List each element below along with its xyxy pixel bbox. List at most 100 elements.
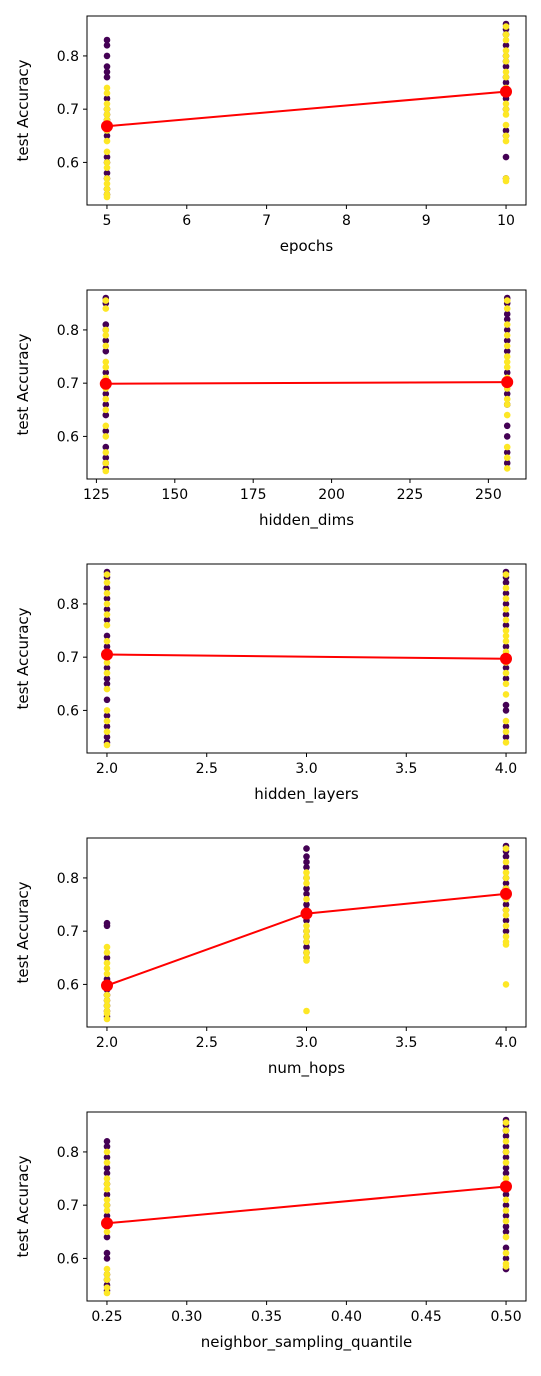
scatter-point	[502, 1132, 510, 1140]
scatter-points	[103, 568, 510, 749]
scatter-point	[103, 616, 111, 624]
scatter-point	[103, 1015, 111, 1023]
scatter-point	[502, 869, 510, 876]
mean-marker	[99, 377, 112, 390]
mean-line	[106, 1185, 507, 1225]
scatter-point	[102, 406, 110, 414]
scatter-point	[503, 449, 511, 456]
x-axis-label: hidden_layers	[254, 785, 359, 804]
scatter-point	[502, 858, 510, 866]
scatter-point	[103, 84, 111, 92]
scatter-point	[503, 316, 511, 323]
scatter-point	[502, 1207, 510, 1214]
scatter-point	[103, 991, 111, 999]
scatter-point	[503, 369, 511, 376]
scatter-point	[103, 1212, 111, 1220]
scatter-point	[103, 959, 111, 967]
scatter-point	[502, 927, 510, 935]
scatter-point	[502, 680, 510, 688]
mean-marker	[101, 979, 113, 992]
scatter-point	[502, 1154, 510, 1161]
scatter-point	[102, 459, 110, 467]
x-tick-label: 225	[397, 487, 424, 503]
scatter-point	[103, 105, 111, 113]
scatter-point	[502, 637, 510, 645]
scatter-points	[102, 294, 511, 475]
y-tick-label: 0.6	[57, 155, 79, 171]
scatter-point	[502, 901, 510, 908]
scatter-point	[502, 675, 510, 682]
x-tick-label: 0.40	[331, 1309, 362, 1325]
scatter-point	[502, 111, 510, 118]
scatter-points	[103, 842, 510, 1023]
scatter-point	[103, 680, 111, 688]
scatter-point	[103, 42, 111, 49]
scatter-point	[102, 449, 110, 456]
scatter-point	[102, 358, 110, 366]
scatter-point	[103, 669, 111, 677]
scatter-point	[102, 411, 110, 419]
scatter-point	[503, 459, 511, 467]
scatter-point	[103, 675, 111, 682]
mean-marker	[501, 376, 514, 389]
scatter-point	[303, 943, 310, 951]
scatter-point	[502, 1233, 510, 1241]
y-tick-label: 0.8	[57, 323, 79, 339]
x-tick-label: 150	[161, 487, 188, 503]
scatter-point	[103, 659, 111, 666]
scatter-point	[103, 1289, 111, 1297]
scatter-point	[103, 1196, 111, 1204]
scatter-point	[503, 358, 511, 366]
scatter-point	[102, 443, 110, 451]
x-tick-label: 175	[240, 487, 267, 503]
x-tick-label: 0.30	[171, 1309, 202, 1325]
scatter-point	[103, 1002, 111, 1009]
scatter-point	[103, 584, 111, 592]
scatter-point	[103, 707, 111, 714]
x-axis-label: neighbor_sampling_quantile	[201, 1333, 412, 1352]
scatter-point	[103, 1159, 111, 1166]
axes-frame	[86, 289, 527, 480]
scatter-point	[103, 132, 111, 140]
scatter-point	[502, 121, 510, 129]
scatter-point	[303, 949, 310, 956]
y-tick-label: 0.8	[57, 597, 79, 613]
scatter-point	[103, 1233, 111, 1241]
scatter-point	[102, 321, 110, 328]
scatter-point	[103, 63, 111, 70]
scatter-point	[503, 401, 511, 408]
scatter-point	[502, 31, 510, 38]
y-axis-label: test Accuracy	[14, 1155, 32, 1257]
scatter-point	[103, 1201, 111, 1209]
scatter-point	[103, 1265, 111, 1273]
scatter-point	[303, 845, 310, 852]
scatter-point	[103, 100, 111, 108]
scatter-point	[502, 717, 510, 725]
x-tick-label: 6	[182, 213, 191, 229]
x-tick-label: 0.25	[91, 1309, 122, 1325]
y-axis-label: test Accuracy	[14, 59, 32, 161]
mean-marker	[300, 907, 313, 920]
scatter-point	[502, 52, 510, 60]
scatter-point	[103, 1143, 111, 1150]
scatter-point	[303, 933, 310, 940]
scatter-point	[103, 36, 111, 44]
scatter-point	[103, 606, 111, 613]
x-tick-label: 10	[497, 213, 515, 229]
scatter-point	[103, 185, 111, 193]
scatter-point	[503, 443, 511, 451]
scatter-point	[502, 73, 510, 81]
y-tick-label: 0.6	[57, 1251, 79, 1267]
scatter-point	[103, 1255, 111, 1262]
subplot-1: 5 6 7 8 9 10 0.6 0.7 0.8 epochs test Accuracy	[14, 15, 527, 255]
x-tick-label: 3.0	[295, 1035, 317, 1051]
scatter-point	[102, 395, 110, 403]
scatter-point	[502, 739, 510, 746]
y-axis-label: test Accuracy	[14, 333, 32, 435]
y-tick-label: 0.7	[57, 376, 79, 392]
scatter-point	[502, 58, 510, 65]
mean-marker	[500, 652, 512, 665]
scatter-point	[502, 1191, 510, 1198]
x-tick-label: 2.5	[196, 761, 218, 777]
scatter-point	[102, 401, 110, 408]
